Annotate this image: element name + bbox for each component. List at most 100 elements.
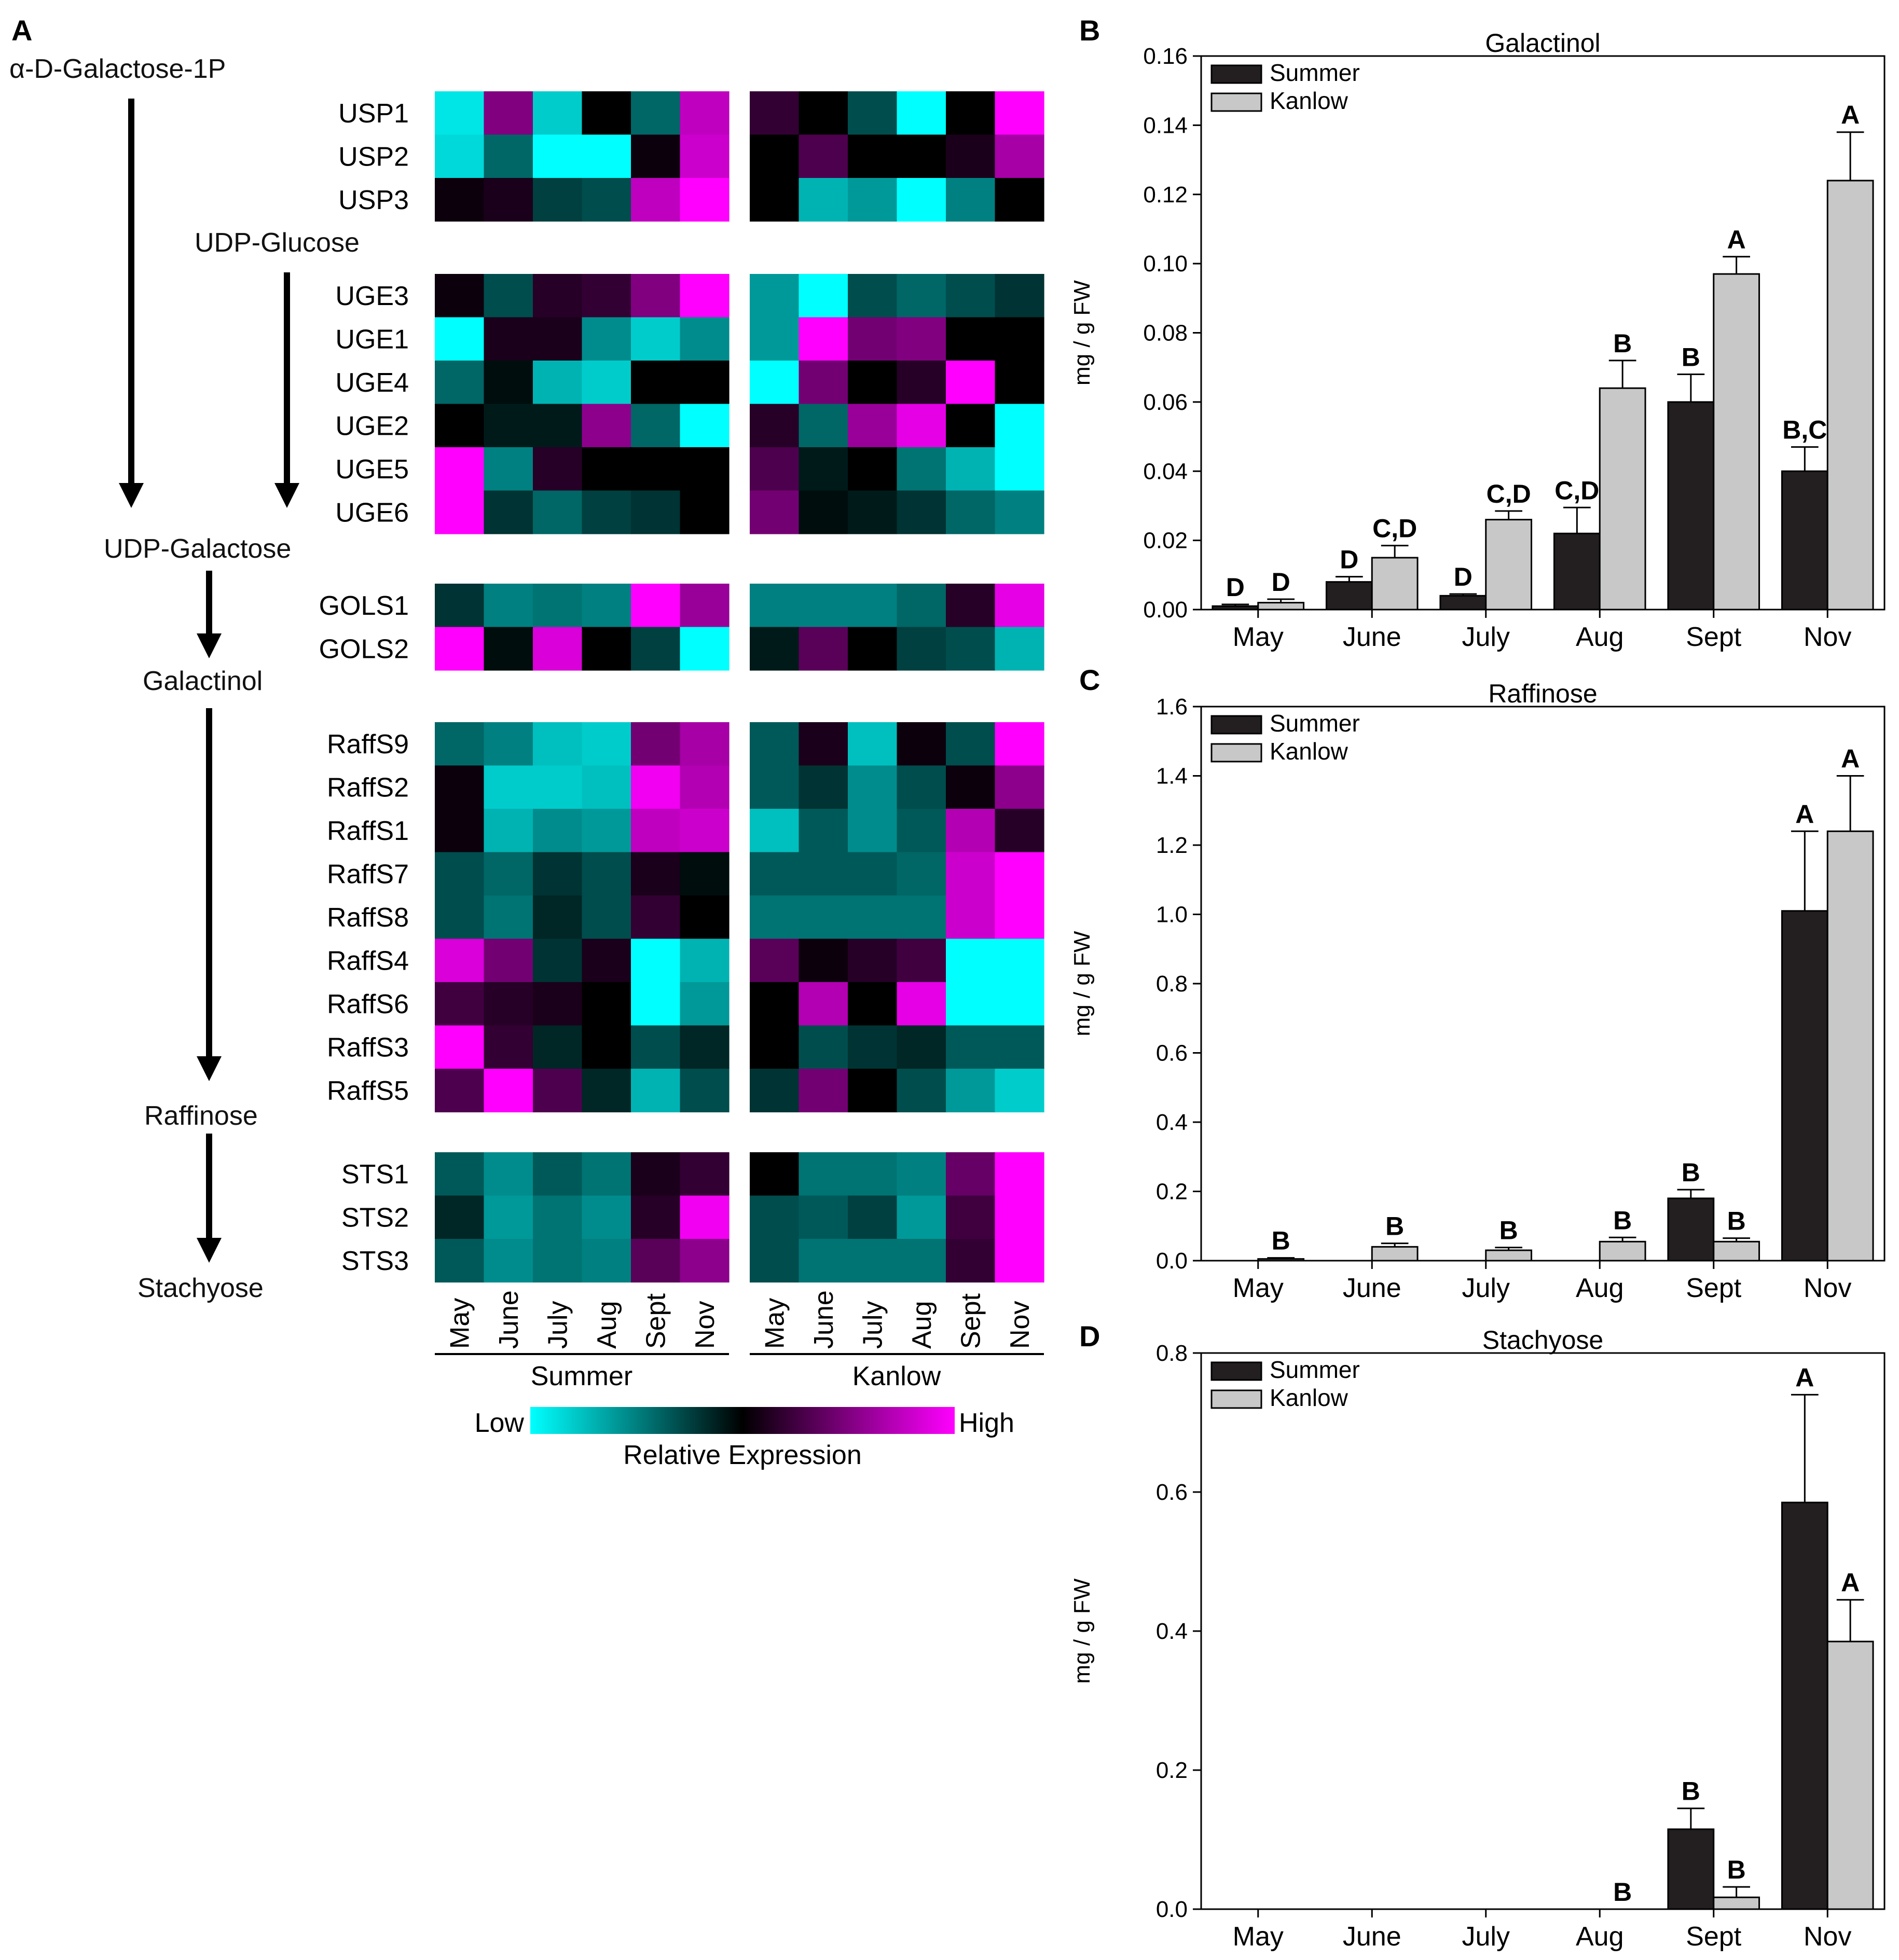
heatmap-month-labels: May June July Aug Sept Nov May June July Aug Sept N…	[445, 1290, 1035, 1349]
bar-galactinol-kanlow-july	[1485, 519, 1533, 611]
heatmap-cell-sts3-kanlow-july	[848, 1239, 898, 1283]
heatmap-cell-raffs1-summer-june	[484, 809, 533, 853]
heatmap-cell-raffs2-kanlow-nov	[995, 765, 1044, 809]
heatmap-cell-sts1-summer-nov	[680, 1152, 730, 1196]
heatmap-cell-raffs7-kanlow-sept	[946, 852, 996, 896]
heatmap-cell-uge6-kanlow-aug	[897, 490, 946, 534]
heatmap-cell-usp3-kanlow-nov	[995, 178, 1044, 222]
raffinose-ytick-label: 0.4	[1156, 1110, 1188, 1135]
heatmap-cell-raffs1-kanlow-may	[750, 809, 800, 853]
heatmap-cell-sts3-kanlow-sept	[946, 1239, 996, 1283]
bar-stachyose-kanlow-nov	[1826, 1640, 1874, 1910]
galactinol-xtick-label-may: May	[1233, 622, 1284, 652]
heatmap-cell-raffs7-summer-aug	[582, 852, 631, 896]
heatmap-cell-raffs5-summer-aug	[582, 1069, 631, 1113]
heatmap-cell-uge3-summer-aug	[582, 274, 631, 318]
heatmap-cell-sts3-summer-may	[435, 1239, 485, 1283]
heatmap-cell-sts3-summer-nov	[680, 1239, 730, 1283]
heatmap-cell-raffs8-summer-may	[435, 895, 485, 940]
heatmap-cell-uge6-summer-sept	[631, 490, 681, 534]
heatmap-cell-raffs8-summer-aug	[582, 895, 631, 940]
heatmap-cell-uge4-summer-july	[533, 361, 583, 405]
heatmap-cell-raffs4-kanlow-nov	[995, 938, 1044, 983]
heatmap-cell-raffs6-kanlow-may	[750, 982, 800, 1026]
heatmap-cell-uge1-kanlow-aug	[897, 317, 946, 361]
galactinol-xtick-label-july: July	[1462, 622, 1510, 652]
heatmap-cell-raffs1-kanlow-aug	[897, 809, 946, 853]
heatmap-cell-usp3-summer-sept	[631, 178, 681, 222]
gene-label-uge1: UGE1	[335, 324, 409, 354]
heatmap-cell-raffs7-summer-july	[533, 852, 583, 896]
heatmap-cell-usp3-summer-june	[484, 178, 533, 222]
gene-label-raffs5: RaffS5	[327, 1076, 409, 1106]
stachyose-chart-title: Stachyose	[1482, 1326, 1603, 1355]
heatmap-cell-raffs6-summer-nov	[680, 982, 730, 1026]
bar-galactinol-summer-sept	[1667, 401, 1715, 611]
heatmap-cell-sts2-kanlow-nov	[995, 1195, 1044, 1239]
bar-raffinose-summer-nov	[1781, 910, 1828, 1262]
gene-label-sts2: STS2	[341, 1203, 409, 1233]
bar-raffinose-kanlow-aug	[1599, 1240, 1646, 1262]
heatmap-cell-raffs8-kanlow-june	[799, 895, 848, 940]
compound-galactose-1p: α-D-Galactose-1P	[9, 54, 226, 84]
heatmap-cell-uge4-summer-sept	[631, 361, 681, 405]
galactinol-xtick-label-nov: Nov	[1804, 622, 1851, 652]
month-label-summer-nov: Nov	[690, 1301, 720, 1349]
raffinose-ytick-label: 0.0	[1156, 1248, 1188, 1274]
heatmap-cell-uge2-summer-nov	[680, 404, 730, 448]
heatmap-cell-uge3-kanlow-nov	[995, 274, 1044, 318]
heatmap-cell-raffs4-summer-may	[435, 938, 485, 983]
heatmap-cell-uge2-summer-july	[533, 404, 583, 448]
heatmap-cell-raffs2-summer-sept	[631, 765, 681, 809]
heatmap-cell-sts1-summer-sept	[631, 1152, 681, 1196]
heatmap-cell-uge3-summer-july	[533, 274, 583, 318]
heatmap-cell-uge6-summer-june	[484, 490, 533, 534]
heatmap-cell-uge3-summer-june	[484, 274, 533, 318]
heatmap-cell-raffs6-kanlow-aug	[897, 982, 946, 1026]
galactinol-y-axis-label: mg / g FW	[1069, 280, 1095, 385]
heatmap-cell-raffs8-kanlow-nov	[995, 895, 1044, 940]
raffinose-ytick-label: 0.6	[1156, 1041, 1188, 1066]
panel-letter-d: D	[1079, 1320, 1100, 1352]
gene-label-usp3: USP3	[338, 185, 409, 215]
heatmap-cell-raffs4-summer-sept	[631, 938, 681, 983]
annotation-raffinose-summer-sept: B	[1682, 1158, 1700, 1187]
heatmap-cell-uge4-kanlow-may	[750, 361, 800, 405]
heatmap-cell-uge3-kanlow-aug	[897, 274, 946, 318]
galactinol-ytick-label: 0.10	[1143, 251, 1188, 277]
color-scale-bar	[530, 1407, 955, 1434]
heatmap-cell-sts2-summer-june	[484, 1195, 533, 1239]
raffinose-ytick-label: 1.6	[1156, 694, 1188, 720]
heatmap-cell-sts3-kanlow-june	[799, 1239, 848, 1283]
heatmap-cell-gols1-summer-sept	[631, 584, 681, 628]
heatmap-cell-sts3-summer-sept	[631, 1239, 681, 1283]
heatmap-cell-usp1-summer-aug	[582, 91, 631, 135]
heatmap-cell-raffs4-kanlow-sept	[946, 938, 996, 983]
gene-label-sts1: STS1	[341, 1160, 409, 1190]
heatmap-cell-raffs1-summer-may	[435, 809, 485, 853]
heatmap-cell-raffs8-kanlow-sept	[946, 895, 996, 940]
galactinol-chart: Galactinol 0.00 0.02 0.04 0.06 0.08 0.10 0.12 0.…	[1069, 29, 1886, 652]
annotation-galactinol-summer-june: D	[1340, 545, 1358, 574]
heatmap-cell-usp3-kanlow-july	[848, 178, 898, 222]
heatmap-cell-uge4-summer-may	[435, 361, 485, 405]
heatmap-cell-uge6-summer-july	[533, 490, 583, 534]
heatmap-cell-raffs2-summer-aug	[582, 765, 631, 809]
heatmap-cell-raffs8-kanlow-may	[750, 895, 800, 940]
heatmap-cell-raffs3-kanlow-july	[848, 1025, 898, 1069]
raffinose-ytick-label: 1.0	[1156, 902, 1188, 928]
annotation-galactinol-summer-july: D	[1454, 562, 1473, 591]
raffinose-legend-label-kanlow: Kanlow	[1270, 738, 1348, 765]
heatmap-cell-raffs1-kanlow-july	[848, 809, 898, 853]
stachyose-ytick-label: 0.8	[1156, 1341, 1188, 1366]
heatmap-cell-usp1-kanlow-nov	[995, 91, 1044, 135]
raffinose-ytick-label: 0.8	[1156, 971, 1188, 997]
gene-label-gols2: GOLS2	[319, 634, 409, 664]
bar-raffinose-kanlow-may	[1257, 1258, 1305, 1262]
heatmap-cell-sts3-summer-june	[484, 1239, 533, 1283]
heatmap-cell-gols1-kanlow-aug	[897, 584, 946, 628]
month-label-kanlow-july: July	[858, 1301, 888, 1349]
heatmap-cell-uge2-kanlow-nov	[995, 404, 1044, 448]
stachyose-xtick-label-aug: Aug	[1576, 1922, 1624, 1952]
